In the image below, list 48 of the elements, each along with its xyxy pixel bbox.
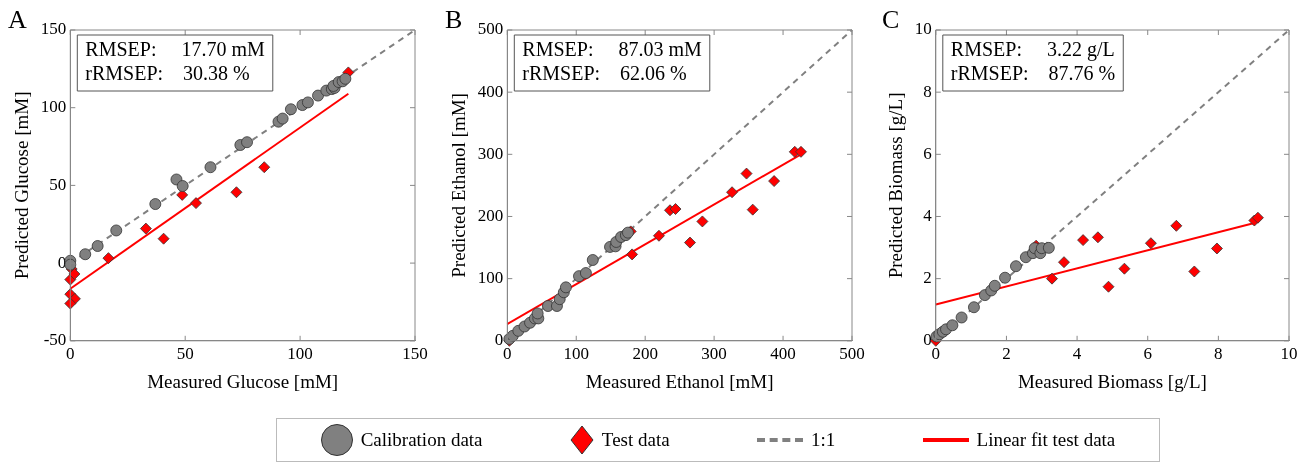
y-tick-label: 50	[49, 174, 67, 194]
y-tick-label: 300	[477, 143, 504, 163]
y-tick-label: 200	[477, 205, 504, 225]
y-tick-label: 8	[923, 81, 932, 101]
y-tick-label: 6	[923, 143, 932, 163]
y-tick-label: 0	[494, 330, 504, 350]
y-tick-label: 400	[477, 81, 504, 101]
chart-title: B	[445, 4, 463, 34]
x-tick-label: 100	[563, 344, 589, 364]
legend-label: Calibration data	[360, 429, 483, 451]
y-tick-label: 10	[914, 19, 932, 39]
x-tick-label: 100	[287, 344, 313, 364]
y-tick-label: 4	[923, 205, 933, 225]
y-tick-label: 100	[477, 268, 504, 288]
legend-label: 1:1	[810, 429, 836, 451]
x-axis-title: Measured Ethanol [mM]	[585, 370, 774, 392]
x-tick-label: 200	[632, 344, 658, 364]
y-axis-title: Predicted Ethanol [mM]	[448, 93, 470, 278]
legend-label: Test data	[601, 429, 670, 451]
annotation: rRMSEP: 87.76 %	[950, 62, 1116, 85]
annotation: RMSEP: 87.03 mM	[522, 38, 702, 61]
y-axis-title: Predicted Biomass [g/L]	[885, 92, 907, 279]
chart-title: A	[8, 4, 27, 34]
x-tick-label: 500	[839, 344, 865, 364]
x-tick-label: 8	[1214, 344, 1223, 364]
x-tick-label: 6	[1143, 344, 1152, 364]
y-tick-label: 100	[40, 97, 67, 117]
x-tick-label: 150	[402, 344, 428, 364]
legend-label: Linear fit test data	[976, 429, 1116, 451]
x-axis-title: Measured Glucose [mM]	[147, 370, 339, 392]
y-tick-label: -50	[43, 330, 67, 350]
y-tick-label: 0	[923, 330, 932, 350]
y-tick-label: 500	[477, 19, 504, 39]
x-tick-label: 300	[701, 344, 727, 364]
x-axis-title: Measured Biomass [g/L]	[1017, 370, 1207, 392]
chart-title: C	[882, 4, 900, 34]
x-tick-label: 4	[1072, 344, 1082, 364]
annotation: rRMSEP: 62.06 %	[522, 62, 687, 85]
y-tick-label: 150	[40, 19, 67, 39]
annotation: rRMSEP: 30.38 %	[85, 62, 250, 85]
annotation: RMSEP: 17.70 mM	[85, 38, 265, 61]
x-tick-label: 400	[770, 344, 796, 364]
annotation: RMSEP: 3.22 g/L	[950, 38, 1115, 62]
x-tick-label: 2	[1002, 344, 1011, 364]
x-tick-label: 10	[1280, 344, 1298, 364]
y-axis-title: Predicted Glucose [mM]	[11, 91, 33, 280]
y-tick-label: 2	[923, 268, 932, 288]
x-tick-label: 50	[176, 344, 194, 364]
